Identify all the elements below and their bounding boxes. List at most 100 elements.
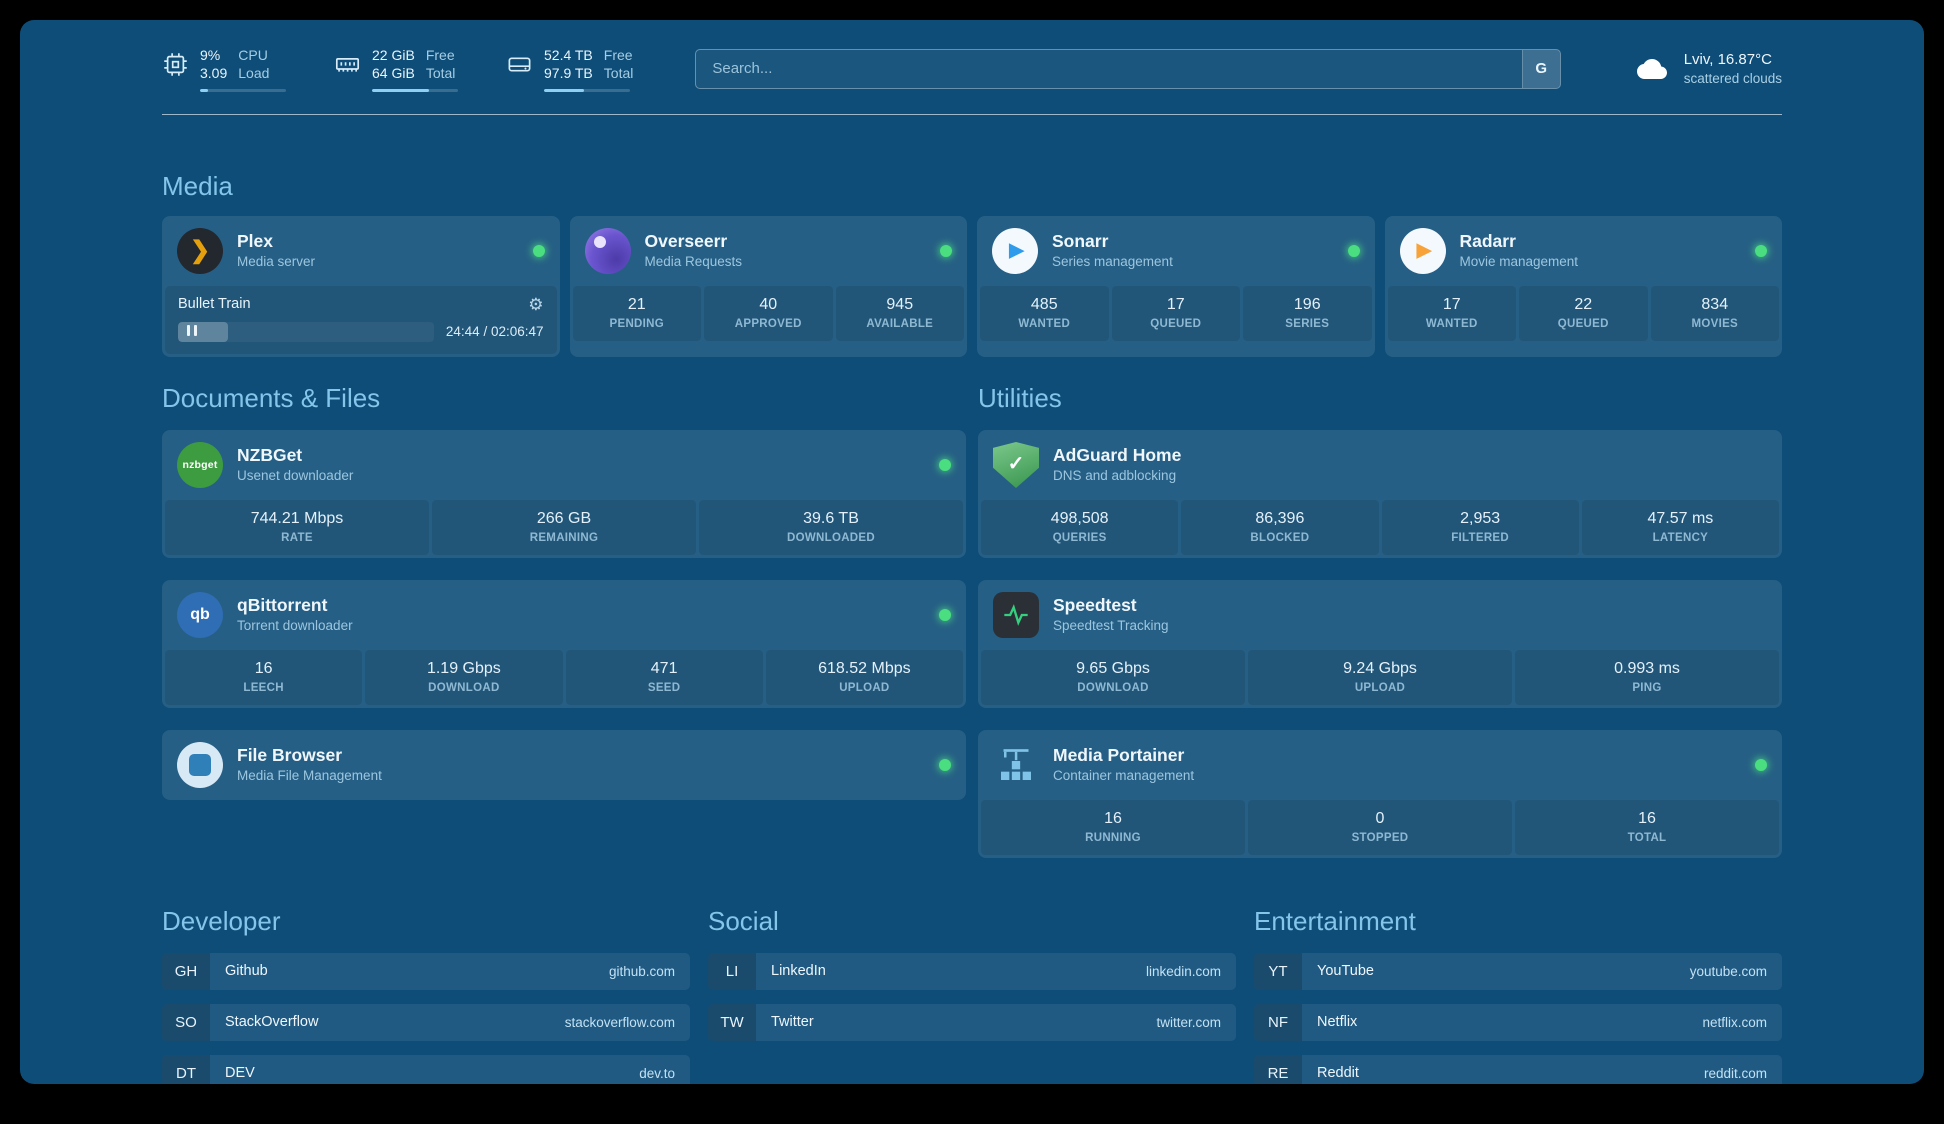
- service-name: Overseerr: [644, 230, 728, 251]
- plex-card[interactable]: ❯ Plex Media server Bullet Train ⚙: [162, 215, 560, 357]
- stat-box: 498,508 QUERIES: [981, 499, 1179, 555]
- adguard-icon: ✓: [993, 441, 1039, 488]
- bookmark-name: StackOverflow: [225, 1014, 319, 1031]
- bookmark-abbr: YT: [1254, 952, 1302, 990]
- speedtest-card[interactable]: Speedtest Speedtest Tracking 9.65 Gbps D…: [978, 579, 1782, 708]
- stat-box: 9.65 Gbps DOWNLOAD: [981, 649, 1245, 705]
- stat-box: 22 QUEUED: [1519, 285, 1648, 341]
- service-name: Radarr: [1459, 230, 1516, 251]
- memory-icon: [334, 51, 361, 78]
- nzbget-icon: nzbget: [177, 441, 223, 488]
- section-title-utilities: Utilities: [978, 382, 1062, 413]
- now-playing-title: Bullet Train: [178, 296, 251, 313]
- bookmark-github[interactable]: GH Github github.com: [162, 952, 690, 990]
- bookmark-domain: dev.to: [639, 1065, 675, 1081]
- bookmark-name: Netflix: [1317, 1014, 1358, 1031]
- playback-progress-bar[interactable]: [178, 321, 434, 342]
- status-dot: [939, 608, 951, 621]
- stat-box: 21 PENDING: [572, 285, 701, 341]
- bookmark-reddit[interactable]: RE Reddit reddit.com: [1254, 1054, 1782, 1084]
- bookmark-abbr: TW: [708, 1003, 756, 1041]
- cpu-load-label: Load: [238, 65, 270, 82]
- service-subtitle: Media Requests: [644, 254, 743, 270]
- stat-box: 471 SEED: [565, 649, 763, 705]
- bookmark-domain: stackoverflow.com: [564, 1014, 675, 1030]
- stat-box: 9.24 Gbps UPLOAD: [1248, 649, 1512, 705]
- nzbget-card[interactable]: nzbget NZBGet Usenet downloader 744.21 M…: [162, 429, 966, 558]
- bookmark-domain: youtube.com: [1689, 963, 1767, 979]
- bookmark-linkedin[interactable]: LI LinkedIn linkedin.com: [708, 952, 1236, 990]
- service-subtitle: Media server: [237, 254, 316, 270]
- stat-box: 16 TOTAL: [1515, 799, 1779, 855]
- overseerr-card[interactable]: Overseerr Media Requests 21 PENDING 40 A…: [569, 215, 967, 357]
- sonarr-card[interactable]: ▶ Sonarr Series management 485 WANTED: [977, 215, 1375, 357]
- overseerr-icon: [584, 227, 631, 274]
- bookmark-domain: github.com: [608, 963, 675, 979]
- filebrowser-card[interactable]: File Browser Media File Management: [162, 729, 966, 800]
- stat-box: 86,396 BLOCKED: [1181, 499, 1379, 555]
- top-bar: 9% 3.09 CPU Load: [162, 46, 1782, 92]
- bookmark-netflix[interactable]: NF Netflix netflix.com: [1254, 1003, 1782, 1041]
- stat-box: 1.19 Gbps DOWNLOAD: [365, 649, 563, 705]
- qbittorrent-card[interactable]: qb qBittorrent Torrent downloader 16 LEE…: [162, 579, 966, 708]
- bookmark-domain: twitter.com: [1156, 1014, 1221, 1030]
- service-name: Sonarr: [1052, 230, 1109, 251]
- stat-box: 16 LEECH: [165, 649, 363, 705]
- section-title-media: Media: [162, 170, 233, 201]
- search-provider-button[interactable]: G: [1521, 49, 1560, 88]
- service-name: NZBGet: [237, 444, 303, 465]
- stat-box: 945 AVAILABLE: [835, 285, 964, 341]
- disk-icon: [506, 51, 533, 78]
- portainer-card[interactable]: Media Portainer Container management 16 …: [978, 729, 1782, 858]
- bookmark-youtube[interactable]: YT YouTube youtube.com: [1254, 952, 1782, 990]
- section-title-documents: Documents & Files: [162, 382, 381, 413]
- bookmark-dev[interactable]: DT DEV dev.to: [162, 1054, 690, 1084]
- pause-icon[interactable]: [187, 323, 198, 341]
- service-name: AdGuard Home: [1053, 444, 1182, 465]
- status-dot: [939, 758, 951, 771]
- bookmark-abbr: DT: [162, 1054, 210, 1084]
- cpu-widget: 9% 3.09 CPU Load: [162, 46, 286, 92]
- service-subtitle: DNS and adblocking: [1053, 468, 1177, 484]
- memory-total-label: Total: [425, 65, 456, 82]
- memory-widget: 22 GiB 64 GiB Free Total: [334, 46, 458, 92]
- adguard-card[interactable]: ✓ AdGuard Home DNS and adblocking 498,50…: [978, 429, 1782, 558]
- qbittorrent-icon: qb: [177, 591, 223, 638]
- settings-gear-icon[interactable]: ⚙: [528, 294, 544, 314]
- stat-box: 47.57 ms LATENCY: [1581, 499, 1779, 555]
- stat-box: 40 APPROVED: [704, 285, 833, 341]
- search-input[interactable]: [696, 49, 1522, 88]
- service-name: Speedtest: [1053, 594, 1137, 615]
- cpu-icon: [162, 51, 189, 78]
- bookmarks-section: Developer GH Github github.com SO StackO…: [162, 906, 1782, 1084]
- disk-free-label: Free: [603, 47, 633, 63]
- bookmark-abbr: SO: [162, 1003, 210, 1041]
- status-dot: [940, 244, 952, 257]
- service-name: Media Portainer: [1053, 744, 1185, 765]
- bookmark-twitter[interactable]: TW Twitter twitter.com: [708, 1003, 1236, 1041]
- bookmark-group-social: Social LI LinkedIn linkedin.com TW Twitt…: [708, 906, 1236, 1084]
- search-area: G: [695, 48, 1561, 89]
- bookmark-name: Reddit: [1317, 1065, 1359, 1082]
- service-name: qBittorrent: [237, 594, 328, 615]
- stat-box: 618.52 Mbps UPLOAD: [765, 649, 963, 705]
- bookmark-group-entertainment: Entertainment YT YouTube youtube.com NF …: [1254, 906, 1782, 1084]
- bookmark-abbr: RE: [1254, 1054, 1302, 1084]
- status-dot: [532, 244, 545, 257]
- section-title-developer: Developer: [162, 905, 281, 936]
- stat-box: 39.6 TB DOWNLOADED: [699, 499, 963, 555]
- cloud-icon: [1633, 54, 1671, 84]
- radarr-icon: ▶: [1399, 227, 1446, 274]
- bookmark-name: LinkedIn: [771, 963, 826, 980]
- bookmark-stackoverflow[interactable]: SO StackOverflow stackoverflow.com: [162, 1003, 690, 1041]
- service-subtitle: Media File Management: [237, 768, 382, 784]
- stat-box: 485 WANTED: [980, 285, 1109, 341]
- stat-box: 834 MOVIES: [1650, 285, 1779, 341]
- stat-box: 0.993 ms PING: [1515, 649, 1779, 705]
- bookmark-name: Github: [225, 963, 268, 980]
- service-name: File Browser: [237, 744, 343, 765]
- status-dot: [1755, 244, 1767, 257]
- bookmark-abbr: GH: [162, 952, 210, 990]
- radarr-card[interactable]: ▶ Radarr Movie management 17 WANTED: [1384, 215, 1782, 357]
- resource-widgets: 9% 3.09 CPU Load: [162, 46, 633, 92]
